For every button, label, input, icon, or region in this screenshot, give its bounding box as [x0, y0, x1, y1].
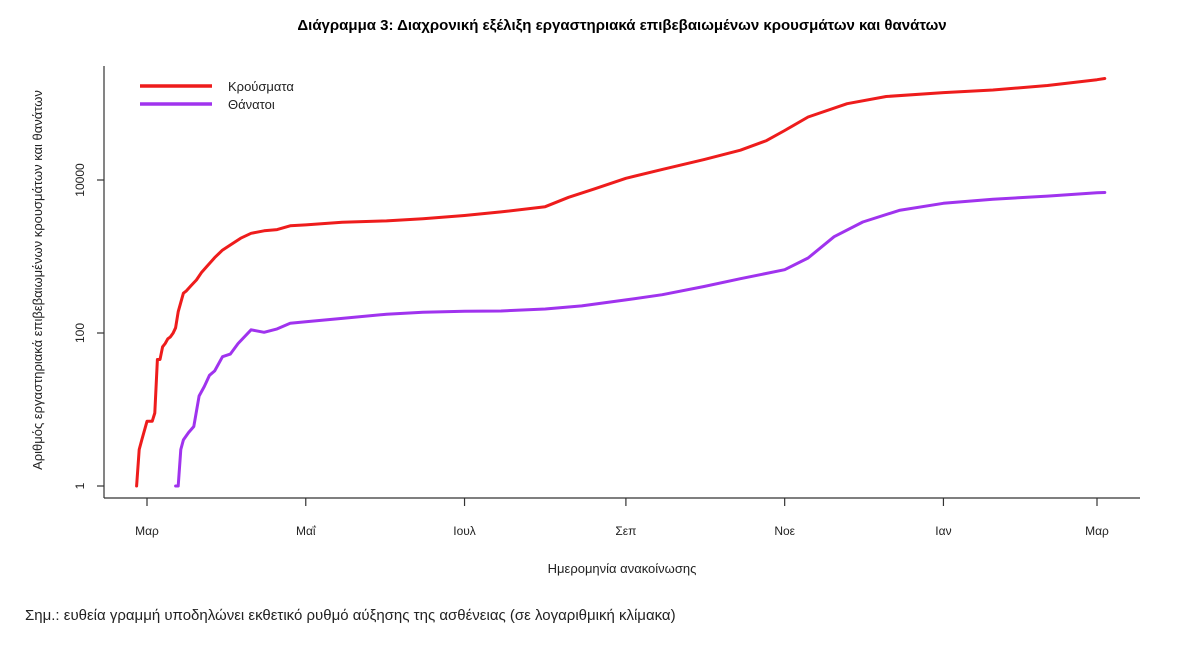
x-tick-label: Ιουλ [453, 524, 476, 538]
x-tick-label: Μαρ [1085, 524, 1109, 538]
legend-label-deaths: Θάνατοι [228, 97, 275, 112]
x-axis-label: Ημερομηνία ανακοίνωσης [548, 561, 697, 576]
footnote: Σημ.: ευθεία γραμμή υποδηλώνει εκθετικό … [25, 607, 676, 624]
x-tick-label: Νοε [774, 524, 795, 538]
x-tick-label: Σεπ [615, 524, 636, 538]
y-tick-label: 10000 [73, 163, 87, 197]
y-tick-label: 1 [73, 482, 87, 489]
y-axis: 1 100 10000 [73, 66, 105, 498]
chart-title: Διάγραμμα 3: Διαχρονική εξέλιξη εργαστηρ… [297, 17, 946, 34]
x-tick-label: Μαΐ [296, 524, 317, 538]
series-line-cases [135, 77, 1107, 488]
chart: Διάγραμμα 3: Διαχρονική εξέλιξη εργαστηρ… [30, 17, 1140, 576]
x-axis: Μαρ Μαΐ Ιουλ Σεπ Νοε Ιαν Μαρ [104, 497, 1140, 538]
series-lines [135, 77, 1107, 488]
y-axis-label: Αριθμός εργαστηριακά επιβεβαιωμένων κρου… [30, 90, 45, 470]
x-tick-label: Μαρ [135, 524, 159, 538]
legend: Κρούσματα Θάνατοι [140, 79, 294, 112]
x-tick-label: Ιαν [935, 524, 951, 538]
series-line-deaths [174, 191, 1107, 488]
y-tick-label: 100 [73, 323, 87, 343]
legend-label-cases: Κρούσματα [228, 79, 294, 94]
